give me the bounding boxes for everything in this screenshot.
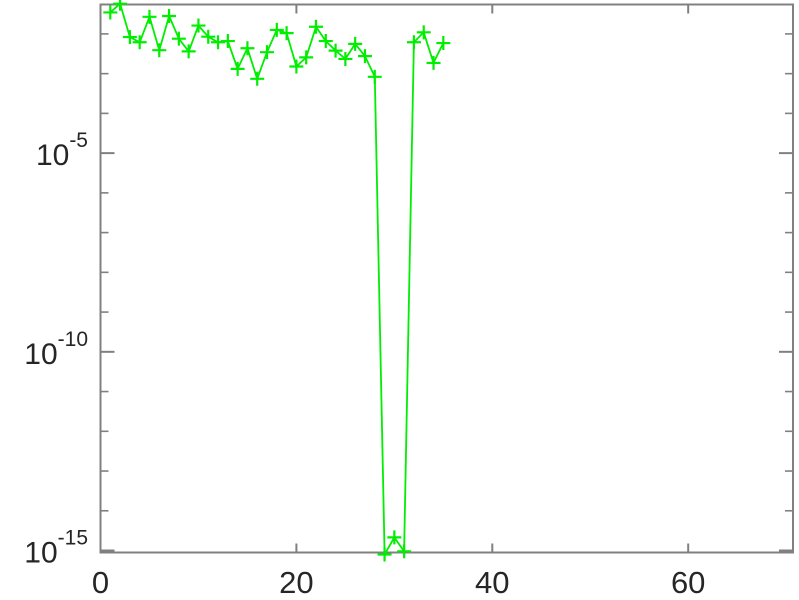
data-point-marker	[250, 71, 265, 86]
data-point-marker	[377, 547, 392, 562]
data-series-line	[109, 2, 445, 556]
data-point-marker	[328, 43, 343, 58]
data-point-marker	[132, 35, 147, 50]
data-point-marker	[171, 31, 186, 46]
x-tick-label: 20	[279, 565, 313, 600]
data-point-marker	[191, 18, 206, 33]
data-point-marker	[416, 25, 431, 40]
data-point-marker	[426, 55, 441, 70]
data-point-marker	[387, 530, 402, 545]
data-point-marker	[308, 19, 323, 34]
data-point-marker	[367, 69, 382, 84]
data-point-marker	[220, 34, 235, 49]
data-point-marker	[122, 30, 137, 45]
data-point-marker	[436, 36, 451, 51]
data-point-marker	[211, 35, 226, 50]
data-point-marker	[260, 45, 275, 60]
data-point-marker	[289, 59, 304, 74]
data-point-marker	[318, 34, 333, 49]
data-point-marker	[113, 0, 128, 11]
data-point-marker	[299, 50, 314, 65]
data-point-marker	[397, 544, 412, 559]
y-tick-label: 10-10	[24, 328, 88, 371]
y-tick-label: 10-5	[36, 129, 88, 172]
plot-box	[99, 3, 794, 554]
data-point-marker	[279, 26, 294, 41]
data-point-marker	[103, 5, 118, 20]
data-point-marker	[152, 43, 167, 58]
data-point-marker	[338, 51, 353, 66]
data-point-marker	[406, 35, 421, 50]
data-point-marker	[348, 36, 363, 51]
data-point-marker	[240, 41, 255, 56]
x-tick-label: 60	[671, 565, 705, 600]
x-tick-label: 40	[475, 565, 509, 600]
data-point-marker	[357, 49, 372, 64]
data-point-marker	[142, 9, 157, 24]
data-point-marker	[181, 44, 196, 59]
data-point-marker	[230, 61, 245, 76]
x-tick-label: 0	[92, 565, 109, 600]
y-tick-label: 10-15	[24, 527, 88, 570]
data-point-marker	[201, 29, 216, 44]
data-point-marker	[269, 22, 284, 37]
data-point-marker	[162, 9, 177, 24]
